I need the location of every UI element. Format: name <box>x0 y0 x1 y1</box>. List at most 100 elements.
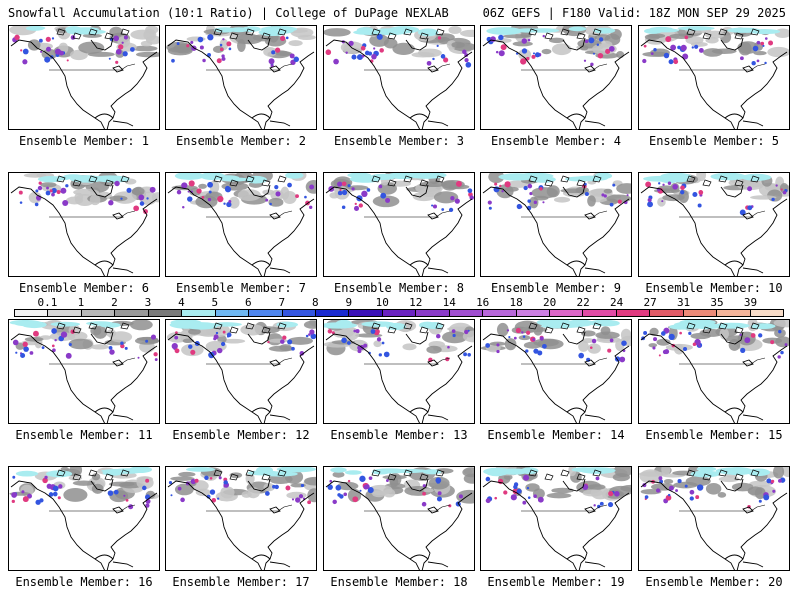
ensemble-member-label: Ensemble Member: 9 <box>490 281 622 295</box>
arctic-island <box>387 473 397 481</box>
coastline <box>562 184 586 198</box>
us-canada-border <box>49 210 136 218</box>
north-america-map <box>325 173 474 276</box>
ensemble-member-label: Ensemble Member: 18 <box>330 575 468 589</box>
coastline <box>742 561 764 568</box>
coastline <box>427 359 439 367</box>
snowfall-colorbar <box>14 309 784 317</box>
us-canada-border <box>206 357 293 365</box>
ensemble-member-label: Ensemble Member: 2 <box>175 134 307 148</box>
coastline <box>167 186 315 276</box>
colorbar-segment <box>717 310 751 316</box>
arctic-island <box>277 469 287 477</box>
north-america-map <box>482 26 630 129</box>
arctic-island <box>387 32 397 40</box>
coastline <box>742 506 754 514</box>
coastline <box>247 478 271 492</box>
coastline <box>584 120 606 127</box>
colorbar-tick-label: 24 <box>609 296 624 309</box>
arctic-island <box>245 469 255 477</box>
arctic-island <box>734 179 744 187</box>
coastline <box>427 414 449 421</box>
arctic-island <box>576 473 586 481</box>
arctic-island <box>72 179 82 187</box>
arctic-island <box>371 469 381 477</box>
arctic-island <box>750 322 760 330</box>
arctic-island <box>576 32 586 40</box>
ensemble-member-label: Ensemble Member: 1 <box>18 134 150 148</box>
colorbar-tick-label: 1 <box>77 296 85 309</box>
north-america-map <box>167 173 316 276</box>
coastline <box>409 113 429 119</box>
north-america-map <box>640 173 789 276</box>
ensemble-map-panel <box>323 319 475 424</box>
ensemble-map-panel <box>323 172 475 277</box>
coastline <box>112 120 134 127</box>
arctic-island <box>72 473 82 481</box>
coastline <box>584 359 596 367</box>
coastline <box>482 480 630 570</box>
coastline <box>742 65 754 73</box>
coastline <box>90 184 114 198</box>
coastline <box>562 37 586 51</box>
snow-shading <box>18 173 159 214</box>
colorbar-tick-label: 14 <box>442 296 456 309</box>
us-canada-border <box>679 357 766 365</box>
ensemble-member-label: Ensemble Member: 6 <box>18 281 150 295</box>
arctic-island <box>104 32 114 40</box>
colorbar-tick-label: 31 <box>676 296 691 309</box>
ensemble-map-panel <box>323 466 475 571</box>
coastline <box>90 331 114 345</box>
snow-shading <box>481 320 631 363</box>
ensemble-map-panel <box>480 172 632 277</box>
ensemble-map-panel <box>323 25 475 130</box>
coastline <box>584 506 596 514</box>
arctic-island <box>371 322 381 330</box>
coastline <box>584 267 606 274</box>
arctic-island <box>435 469 445 477</box>
us-canada-border <box>521 357 608 365</box>
colorbar-segment <box>215 310 250 316</box>
ensemble-member-label: Ensemble Member: 15 <box>645 428 783 442</box>
arctic-island <box>544 179 554 187</box>
ensemble-member-label: Ensemble Member: 17 <box>172 575 310 589</box>
snow-shading <box>9 26 159 65</box>
arctic-island <box>56 28 66 36</box>
arctic-island <box>718 175 728 183</box>
coastline <box>167 39 315 129</box>
colorbar-segment <box>516 310 550 316</box>
colorbar-segment <box>182 310 216 316</box>
arctic-island <box>718 28 728 36</box>
ensemble-map-panel <box>8 466 160 571</box>
coastline <box>90 37 114 51</box>
arctic-island <box>88 28 98 36</box>
coastline <box>269 267 291 274</box>
ensemble-map-panel <box>165 25 317 130</box>
arctic-island <box>277 175 287 183</box>
coastline <box>566 113 586 119</box>
north-america-map <box>324 26 474 129</box>
colorbar-tick-label: 35 <box>710 296 724 309</box>
coastline <box>562 478 586 492</box>
ensemble-member-label: Ensemble Member: 13 <box>330 428 468 442</box>
arctic-island <box>120 322 130 330</box>
arctic-island <box>88 322 98 330</box>
arctic-island <box>686 175 696 183</box>
coastline <box>584 65 596 73</box>
coastline <box>10 333 158 423</box>
ensemble-map-panel <box>638 172 790 277</box>
coastline <box>566 554 586 560</box>
us-canada-border <box>49 63 136 71</box>
coastline <box>251 260 271 266</box>
coastline <box>405 37 429 51</box>
coastline <box>112 561 134 568</box>
colorbar-tick-label: 5 <box>211 296 219 309</box>
coastline <box>405 478 429 492</box>
colorbar-segment <box>249 310 283 316</box>
colorbar-tick-label: 20 <box>543 296 557 309</box>
ensemble-map-panel <box>480 319 632 424</box>
ensemble-member-label: Ensemble Member: 5 <box>648 134 780 148</box>
coastline <box>269 212 281 220</box>
colorbar-segment <box>483 310 517 316</box>
coastline <box>427 267 449 274</box>
